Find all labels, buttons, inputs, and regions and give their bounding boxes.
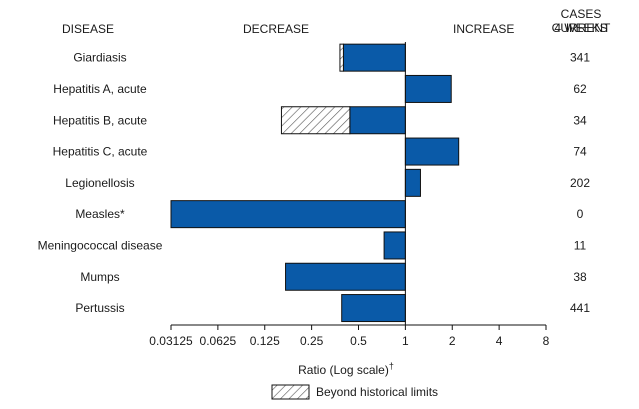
disease-label: Hepatitis A, acute <box>53 82 147 96</box>
ratio-bar <box>404 168 421 197</box>
x-axis-title-mark: † <box>389 361 394 371</box>
x-tick-label: 0.5 <box>350 334 367 348</box>
disease-label: Legionellosis <box>65 176 134 190</box>
ratio-bar <box>349 106 406 135</box>
disease-label: Mumps <box>80 270 119 284</box>
legend-label: Beyond historical limits <box>316 385 438 399</box>
x-tick-label: 0.125 <box>250 334 280 348</box>
ratio-bar <box>341 294 406 323</box>
ratio-bar <box>170 200 406 229</box>
x-tick-label: 0.25 <box>300 334 324 348</box>
cases-value: 341 <box>570 51 590 65</box>
cases-value: 11 <box>574 238 587 252</box>
disease-label: Pertussis <box>75 301 124 315</box>
ratio-bar <box>285 262 406 291</box>
x-tick-label: 0.0625 <box>200 334 237 348</box>
beyond-limits-segment <box>280 106 351 135</box>
x-axis-title: Ratio (Log scale)† <box>298 361 394 377</box>
ratio-bar <box>404 137 460 166</box>
cases-value: 441 <box>570 301 590 315</box>
cases-value: 202 <box>570 176 590 190</box>
x-tick-label: 1 <box>402 334 409 348</box>
cases-value: 34 <box>573 113 587 127</box>
cases-value: 0 <box>577 207 584 221</box>
cases-value: 62 <box>573 82 587 96</box>
ratio-bar <box>383 231 406 260</box>
cases-header-line1: CASES CURRENT <box>551 7 611 35</box>
disease-label: Giardiasis <box>73 51 126 65</box>
decrease-header: DECREASE <box>243 22 310 36</box>
x-tick-label: 4 <box>496 334 503 348</box>
ratio-bar <box>342 43 406 72</box>
increase-header: INCREASE <box>453 22 515 36</box>
disease-label: Hepatitis B, acute <box>53 113 147 127</box>
disease-label: Meningococcal disease <box>38 238 163 252</box>
disease-header: DISEASE <box>62 22 115 36</box>
beyond-limits-segment <box>339 43 344 72</box>
cases-header-line2: 4 WEEKS <box>554 21 608 35</box>
disease-label: Hepatitis C, acute <box>53 145 148 159</box>
disease-label: Measles* <box>75 207 125 221</box>
x-tick-label: 2 <box>449 334 456 348</box>
cases-value: 38 <box>573 270 587 284</box>
x-tick-label: 0.03125 <box>149 334 193 348</box>
cases-value: 74 <box>573 145 587 159</box>
legend-swatch <box>271 384 310 400</box>
x-tick-label: 8 <box>543 334 550 348</box>
ratio-bar <box>404 74 452 103</box>
